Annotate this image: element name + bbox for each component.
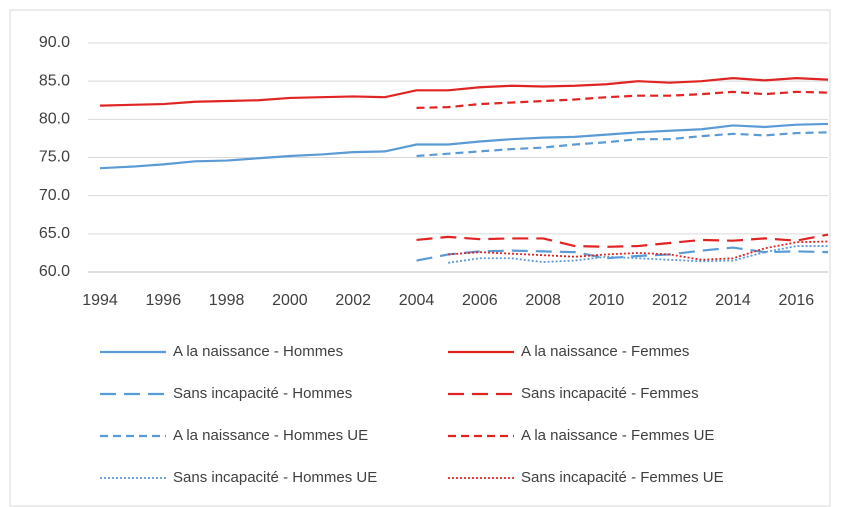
legend-label: A la naissance - Femmes [521,343,689,360]
x-tick-label: 2016 [779,292,815,309]
x-tick-label: 2008 [525,292,561,309]
chart-border [9,9,831,507]
legend-label: Sans incapacité - Femmes [521,385,699,402]
x-tick-label: 2002 [335,292,371,309]
x-tick-label: 2010 [589,292,625,309]
y-tick-label: 75.0 [39,149,70,166]
data-line [416,90,829,109]
legend-label: A la naissance - Femmes UE [521,427,714,444]
y-tick-label: 85.0 [39,72,70,89]
y-tick-label: 60.0 [39,263,70,280]
x-tick-label: 2000 [272,292,308,309]
y-tick-label: 65.0 [39,225,70,242]
x-tick-label: 1996 [146,292,182,309]
legend-label: Sans incapacité - Femmes UE [521,469,724,486]
legend-label: A la naissance - Hommes UE [173,427,368,444]
data-line [416,246,829,262]
data-line [448,245,828,264]
x-tick-label: 2004 [399,292,435,309]
data-line [99,122,829,170]
legend-label: Sans incapacité - Hommes UE [173,469,377,486]
y-tick-label: 70.0 [39,187,70,204]
y-tick-label: 90.0 [39,34,70,51]
data-line [416,131,829,158]
x-tick-label: 2012 [652,292,688,309]
data-line [416,233,829,248]
x-tick-label: 1998 [209,292,245,309]
data-line [99,77,829,107]
x-tick-label: 1994 [82,292,118,309]
x-tick-label: 2006 [462,292,498,309]
legend-label: Sans incapacité - Hommes [173,385,352,402]
legend-label: A la naissance - Hommes [173,343,343,360]
x-tick-label: 2014 [715,292,751,309]
y-tick-label: 80.0 [39,111,70,128]
